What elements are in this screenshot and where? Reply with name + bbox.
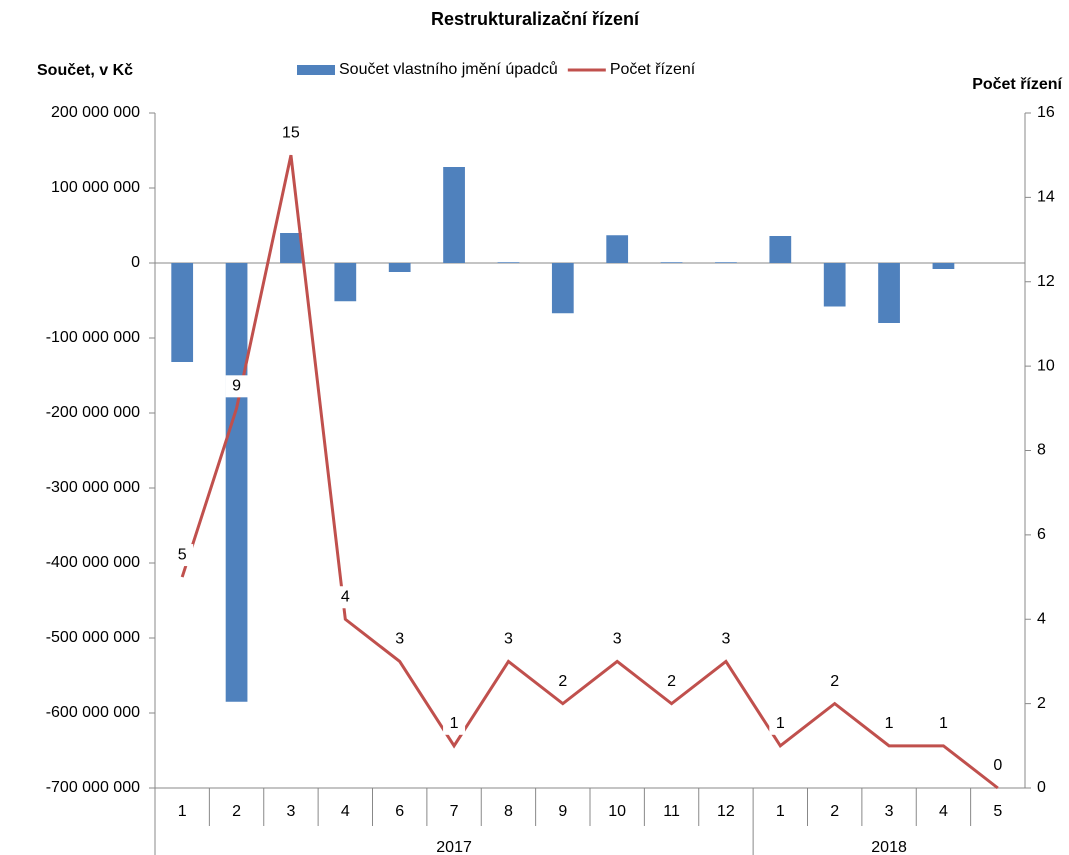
y2-tick-label: 12 <box>1037 273 1055 290</box>
data-label: 5 <box>178 546 187 563</box>
x-tick-label: 2 <box>232 803 241 820</box>
group-label: 2017 <box>436 839 472 855</box>
y-tick-label: -400 000 000 <box>46 554 140 571</box>
bar <box>443 167 465 263</box>
x-tick-label: 3 <box>286 803 295 820</box>
x-tick-label: 5 <box>993 803 1002 820</box>
y2-tick-label: 8 <box>1037 442 1046 459</box>
data-label: 1 <box>939 715 948 732</box>
y-tick-label: -700 000 000 <box>46 779 140 796</box>
x-tick-label: 12 <box>717 803 735 820</box>
data-label: 4 <box>341 588 350 605</box>
y2-tick-label: 14 <box>1037 189 1055 206</box>
y-tick-label: -200 000 000 <box>46 404 140 421</box>
data-label: 15 <box>282 124 300 141</box>
y-tick-label: 200 000 000 <box>51 104 140 121</box>
data-label-bg <box>171 544 194 567</box>
legend-label: Počet řízení <box>610 61 696 78</box>
x-tick-label: 7 <box>450 803 459 820</box>
data-label-bg <box>279 122 302 145</box>
data-label-bg <box>932 712 955 735</box>
y-tick-label: 0 <box>131 254 140 271</box>
x-tick-label: 8 <box>504 803 513 820</box>
chart-title: Restrukturalizační řízení <box>431 9 640 29</box>
data-label-bg <box>388 628 411 651</box>
data-label: 0 <box>993 757 1002 774</box>
x-tick-label: 3 <box>885 803 894 820</box>
y-tick-label: -600 000 000 <box>46 704 140 721</box>
bar <box>551 263 574 314</box>
data-label: 9 <box>232 378 241 395</box>
y2-tick-label: 2 <box>1037 695 1046 712</box>
data-label: 3 <box>721 631 730 648</box>
bar <box>606 235 629 263</box>
y2-tick-label: 0 <box>1037 779 1046 796</box>
y-axis-title: Součet, v Kč <box>37 62 133 79</box>
data-label-bg <box>225 375 248 398</box>
bar <box>878 263 900 323</box>
x-tick-label: 6 <box>395 803 404 820</box>
data-label: 1 <box>776 715 785 732</box>
x-tick-label: 10 <box>608 803 626 820</box>
y2-tick-label: 6 <box>1037 526 1046 543</box>
bar <box>715 262 737 263</box>
bar <box>388 263 411 272</box>
data-label-bg <box>769 712 792 735</box>
data-label-bg <box>443 712 466 735</box>
x-tick-label: 2 <box>830 803 839 820</box>
y-tick-label: -500 000 000 <box>46 629 140 646</box>
y2-tick-label: 4 <box>1037 610 1046 627</box>
x-tick-label: 11 <box>663 803 680 820</box>
x-tick-label: 1 <box>178 803 187 820</box>
data-label: 2 <box>558 673 567 690</box>
y2-axis-title: Počet řízení <box>972 76 1062 93</box>
y2-tick-label: 16 <box>1037 104 1055 121</box>
data-label: 2 <box>830 673 839 690</box>
data-label-bg <box>551 670 574 693</box>
y-tick-label: 100 000 000 <box>51 179 140 196</box>
data-label-bg <box>334 586 357 609</box>
data-label: 1 <box>885 715 894 732</box>
bar <box>171 263 194 362</box>
legend-label: Součet vlastního jmění úpadců <box>339 60 558 78</box>
data-label-bg <box>986 755 1009 777</box>
data-label-bg <box>823 670 846 693</box>
data-label: 3 <box>613 631 622 648</box>
bar <box>497 262 520 263</box>
bar <box>932 263 955 269</box>
bar <box>769 236 792 263</box>
data-label: 3 <box>504 631 513 648</box>
bar <box>823 263 846 307</box>
data-label-bg <box>606 628 629 651</box>
legend-swatch <box>297 65 335 75</box>
data-label-bg <box>660 670 683 693</box>
x-tick-label: 4 <box>341 803 350 820</box>
bar <box>280 233 302 263</box>
data-label: 3 <box>395 631 404 648</box>
group-label: 2018 <box>871 839 907 855</box>
x-tick-label: 1 <box>776 803 785 820</box>
y-tick-label: -300 000 000 <box>46 479 140 496</box>
data-label-bg <box>878 712 901 735</box>
x-tick-label: 9 <box>558 803 567 820</box>
data-label-bg <box>714 628 737 651</box>
x-tick-label: 4 <box>939 803 948 820</box>
data-label: 1 <box>450 715 459 732</box>
data-label: 2 <box>667 673 676 690</box>
bar <box>660 262 683 263</box>
data-label-bg <box>497 628 520 651</box>
y-tick-label: -100 000 000 <box>46 329 140 346</box>
line <box>180 154 999 790</box>
bar <box>225 263 248 702</box>
bar <box>334 263 357 302</box>
y2-tick-label: 10 <box>1037 357 1055 374</box>
